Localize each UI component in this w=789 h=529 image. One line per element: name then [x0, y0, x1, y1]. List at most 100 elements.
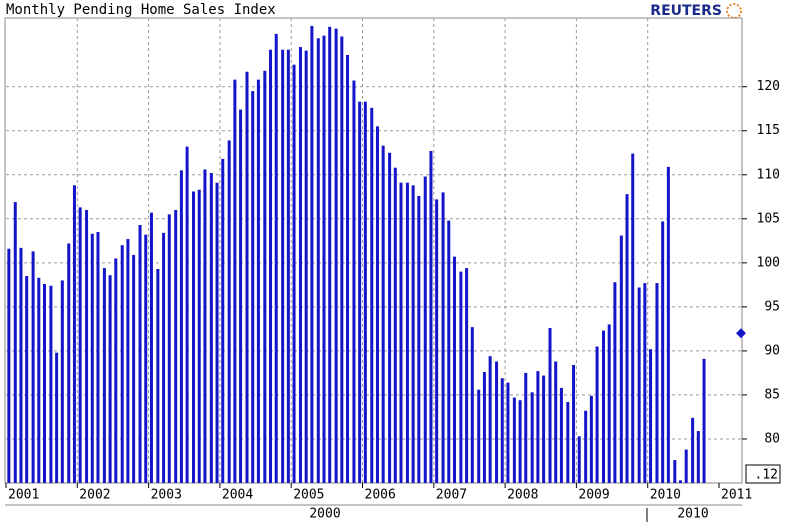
bar	[512, 397, 516, 483]
x-tick-label: 2005	[293, 488, 324, 503]
bar	[263, 70, 267, 483]
last-value-marker	[736, 328, 746, 339]
bar	[316, 38, 320, 484]
bar	[340, 36, 344, 483]
y-tick-label: 105	[757, 211, 780, 226]
bar	[613, 282, 617, 483]
bar	[405, 182, 409, 483]
bar	[595, 346, 599, 483]
bar	[470, 327, 474, 483]
bar	[49, 285, 53, 483]
bar	[441, 192, 445, 483]
bar	[167, 214, 171, 484]
bar	[607, 324, 611, 483]
bar	[221, 158, 225, 483]
bar	[179, 170, 183, 483]
x-tick-label: 2011	[721, 488, 752, 503]
bar	[554, 361, 558, 483]
bar	[542, 375, 546, 483]
y-tick-label: 90	[764, 343, 780, 358]
bar	[85, 209, 89, 483]
bar	[352, 80, 356, 483]
bar	[375, 126, 379, 484]
last-value-label: .12	[755, 468, 778, 483]
bar	[625, 194, 629, 484]
bar	[78, 207, 82, 483]
y-tick-label: 110	[757, 167, 780, 182]
bar	[452, 256, 456, 483]
bar	[256, 79, 260, 483]
y-tick-label: 95	[764, 299, 780, 314]
bar	[292, 64, 296, 483]
bar	[447, 220, 451, 483]
bar	[631, 153, 635, 483]
bar	[298, 47, 302, 483]
x-tick-label: 2008	[507, 488, 538, 503]
bar	[673, 460, 677, 483]
bar	[185, 146, 189, 484]
bar	[696, 431, 700, 483]
bar	[637, 287, 641, 483]
x-tick-label: 2002	[79, 488, 110, 503]
bar	[144, 234, 148, 483]
bar	[269, 49, 273, 484]
bar	[548, 328, 552, 483]
bar	[192, 191, 196, 483]
bar	[60, 280, 64, 483]
bar	[310, 25, 314, 483]
bar	[174, 209, 178, 483]
bar	[495, 361, 499, 483]
bar	[572, 364, 576, 483]
bar	[239, 109, 243, 483]
bar	[477, 389, 481, 483]
bar	[684, 449, 688, 483]
bar	[488, 356, 492, 483]
bar	[577, 436, 581, 483]
bar	[388, 152, 392, 483]
bar	[459, 271, 463, 483]
bar	[19, 247, 23, 483]
bar	[328, 26, 332, 483]
bar	[649, 349, 653, 483]
bar	[661, 221, 665, 483]
bar	[72, 185, 76, 484]
x-tick-label: 2007	[436, 488, 467, 503]
bar	[322, 35, 326, 483]
bar	[346, 54, 350, 483]
last-value-box	[745, 464, 781, 484]
bar	[465, 268, 469, 483]
bar	[251, 91, 255, 483]
bar	[334, 28, 338, 484]
bar	[601, 330, 605, 483]
bar	[411, 185, 415, 484]
bar	[559, 387, 563, 483]
x-tick-label: 2004	[222, 488, 253, 503]
x-sublabel: 2010	[677, 507, 708, 522]
bar	[55, 352, 59, 483]
bar	[584, 410, 588, 483]
bar	[197, 189, 201, 483]
bar	[619, 235, 623, 483]
bar	[358, 101, 362, 484]
bar	[566, 401, 570, 483]
bar	[381, 145, 385, 484]
bar	[209, 173, 213, 483]
bar	[96, 232, 100, 483]
x-tick-label: 2001	[8, 488, 39, 503]
bar	[281, 49, 285, 484]
bar	[691, 417, 695, 483]
bar	[536, 371, 540, 483]
bar	[518, 400, 522, 483]
bar	[666, 166, 670, 484]
logo-icon	[726, 3, 742, 19]
bar	[114, 258, 118, 483]
x-sublabel: 2000	[309, 507, 340, 522]
x-tick-label: 2010	[650, 488, 681, 503]
bar	[524, 372, 528, 483]
bar	[643, 283, 647, 483]
bar	[678, 480, 682, 483]
bar	[162, 232, 166, 483]
bar	[393, 167, 397, 483]
